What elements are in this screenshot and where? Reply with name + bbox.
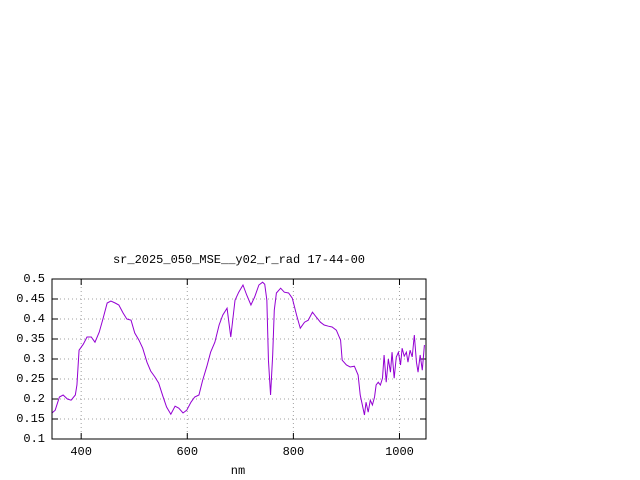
- x-tick-label: 800: [283, 445, 305, 459]
- x-tick-label: 1000: [385, 445, 414, 459]
- x-tick-label: 400: [70, 445, 92, 459]
- y-tick-label: 0.2: [23, 392, 45, 406]
- y-tick-label: 0.45: [16, 292, 45, 306]
- chart-title: sr_2025_050_MSE__y02_r_rad 17-44-00: [113, 253, 365, 267]
- y-tick-label: 0.35: [16, 332, 45, 346]
- x-axis-label: nm: [231, 464, 245, 478]
- y-tick-label: 0.4: [23, 312, 45, 326]
- x-tick-label: 600: [176, 445, 198, 459]
- line-series: [51, 281, 425, 416]
- y-tick-label: 0.3: [23, 352, 45, 366]
- plot-border: [51, 278, 427, 440]
- y-tick-label: 0.5: [23, 272, 45, 286]
- y-tick-label: 0.15: [16, 412, 45, 426]
- y-tick-label: 0.25: [16, 372, 45, 386]
- y-tick-label: 0.1: [23, 432, 45, 446]
